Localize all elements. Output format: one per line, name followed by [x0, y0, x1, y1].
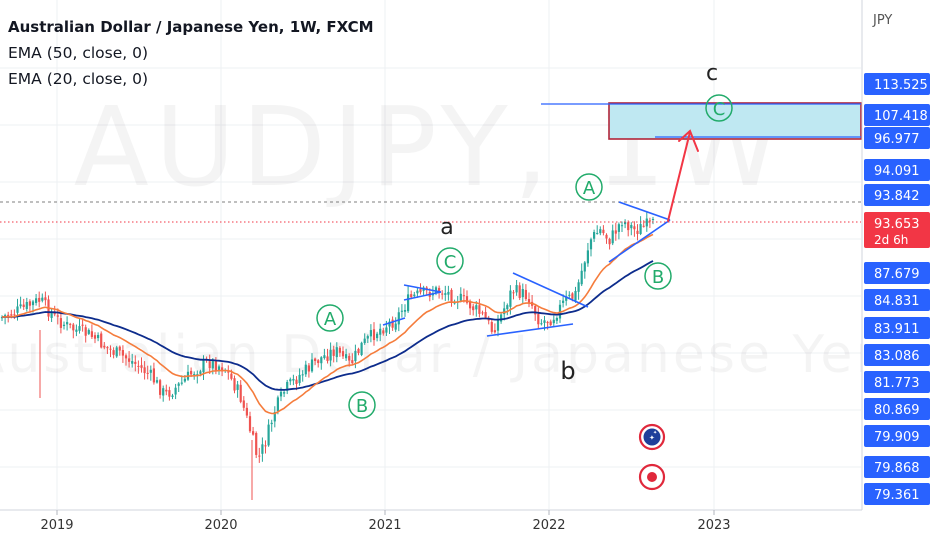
circle-label-c-2021: C	[436, 247, 464, 275]
price-label-value: 96.977	[874, 132, 920, 147]
triangle-b-top[interactable]	[512, 272, 589, 308]
circle-label-b-2022: B	[644, 262, 672, 290]
price-label: 87.679	[864, 262, 930, 284]
price-label-value: 87.679	[874, 267, 920, 282]
circle-label-a-2020: A	[316, 304, 344, 332]
japan-flag-icon[interactable]	[638, 463, 666, 491]
price-label: 107.418	[864, 104, 930, 126]
price-label: 83.911	[864, 317, 930, 339]
symbol-title[interactable]: Australian Dollar / Japanese Yen, 1W, FX…	[8, 18, 374, 36]
price-label: 80.869	[864, 398, 930, 420]
price-label-countdown: 2d 6h	[874, 233, 908, 247]
svg-text:✦: ✦	[649, 434, 655, 442]
price-label-value: 79.909	[874, 430, 920, 445]
ema50-line	[1, 260, 654, 391]
target-zone-box[interactable]	[608, 102, 862, 140]
circle-label-c-target: C	[705, 94, 733, 122]
triangle-2022-bottom[interactable]	[608, 219, 671, 263]
price-label-value: 79.361	[874, 488, 920, 503]
flag-2020-line[interactable]	[382, 317, 406, 326]
wave-label-b: b	[560, 357, 575, 385]
triangle-2022-top[interactable]	[618, 201, 671, 221]
watermark-name: Australian Dollar / Japanese Yen	[0, 325, 891, 385]
price-label-value: 93.842	[874, 189, 920, 204]
ema20-line	[1, 233, 654, 415]
time-label: 2019	[40, 518, 73, 533]
price-label: 79.868	[864, 456, 930, 478]
price-label-value: 80.869	[874, 403, 920, 418]
price-label-value: 83.086	[874, 349, 920, 364]
circle-label-a-2022: A	[575, 173, 603, 201]
price-label: 81.773	[864, 371, 930, 393]
price-label: 79.909	[864, 425, 930, 447]
circle-label-b-2020-text: B	[356, 396, 368, 417]
australia-flag-icon[interactable]: ✦ ✦	[638, 423, 666, 451]
triangle-b-bottom[interactable]	[486, 323, 574, 337]
ema50-legend[interactable]: EMA (50, close, 0)	[8, 44, 149, 62]
wave-circle-labels: A B C A B C	[316, 94, 733, 419]
circle-label-a-2022-text: A	[583, 178, 596, 199]
price-axis[interactable]: JPY 113.525 107.418 96.977 94.091 93.842 93.6…	[861, 0, 932, 510]
ema20-legend[interactable]: EMA (20, close, 0)	[8, 70, 149, 88]
circle-label-b-2022-text: B	[652, 267, 664, 288]
svg-text:✦: ✦	[653, 430, 657, 436]
time-axis[interactable]: 2019 2020 2021 2022 2023	[0, 509, 932, 550]
price-label: 94.091	[864, 159, 930, 181]
price-label: 96.977	[864, 127, 930, 149]
price-label: 113.525	[864, 73, 930, 95]
price-label-value: 84.831	[874, 294, 920, 309]
circle-label-c-target-text: C	[713, 99, 726, 120]
price-label-value: 94.091	[874, 164, 920, 179]
price-label-value: 93.653	[874, 217, 920, 232]
price-label-value: 79.868	[874, 461, 920, 476]
price-label: 83.086	[864, 344, 930, 366]
circle-label-c-2021-text: C	[444, 252, 457, 273]
price-label-value: 81.773	[874, 376, 920, 391]
price-label-value: 83.911	[874, 322, 920, 337]
pattern-drawings[interactable]	[382, 201, 671, 337]
pennant-2021-bottom[interactable]	[403, 291, 442, 301]
price-label-value: 113.525	[874, 78, 928, 93]
pennant-2021-top[interactable]	[403, 284, 442, 293]
grid-lines	[0, 0, 861, 509]
wave-label-a: a	[440, 215, 453, 240]
price-label-value: 107.418	[874, 109, 928, 124]
price-label: 84.831	[864, 289, 930, 311]
price-label: 93.842	[864, 184, 930, 206]
price-label: 79.361	[864, 483, 930, 505]
time-label: 2022	[532, 518, 565, 533]
time-label: 2020	[204, 518, 237, 533]
watermark-ticker: AUDJPY, 1W	[74, 83, 787, 211]
chart-legend: Australian Dollar / Japanese Yen, 1W, FX…	[8, 14, 374, 92]
projection-arrow[interactable]	[667, 129, 699, 222]
price-axis-currency: JPY	[872, 13, 892, 28]
circle-label-a-2020-text: A	[324, 309, 337, 330]
time-label: 2021	[368, 518, 401, 533]
circle-label-b-2020: B	[348, 391, 376, 419]
time-label: 2023	[697, 518, 730, 533]
wave-label-c: c	[706, 61, 718, 86]
